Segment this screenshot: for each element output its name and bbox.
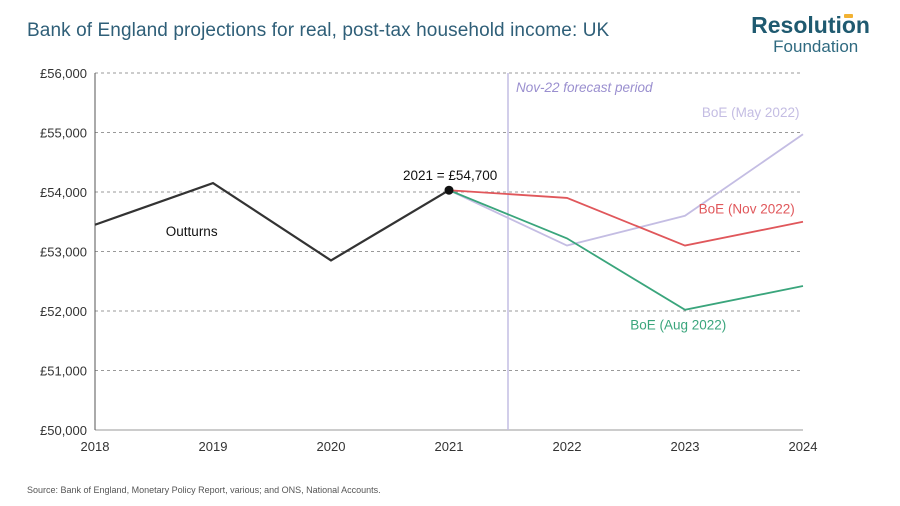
resolution-foundation-logo: Resolution Foundation [751, 12, 870, 56]
grid-lines [94, 72, 803, 431]
y-tick-label-51000: £51,000 [40, 364, 87, 379]
series-line-may [448, 133, 804, 247]
series-lines [94, 133, 804, 311]
x-tick-label-2024: 2024 [789, 439, 818, 454]
series-line-outturns [94, 181, 450, 262]
x-tick-label-2019: 2019 [199, 439, 228, 454]
x-tick-label-2021: 2021 [435, 439, 464, 454]
y-axis-ticks: £50,000 £51,000 £52,000 £53,000 £54,000 £55,0… [40, 66, 87, 438]
y-tick-label-56000: £56,000 [40, 66, 87, 81]
marker-2021 [444, 185, 454, 195]
series-label-aug-2022: BoE (Aug 2022) [630, 317, 726, 332]
series-line-nov [448, 189, 804, 247]
y-tick-label-53000: £53,000 [40, 245, 87, 260]
y-tick-label-54000: £54,000 [40, 185, 87, 200]
forecast-period-label: Nov-22 forecast period [516, 80, 653, 95]
x-tick-label-2022: 2022 [553, 439, 582, 454]
x-tick-label-2020: 2020 [317, 439, 346, 454]
y-tick-label-50000: £50,000 [40, 423, 87, 438]
logo-accent-mark [844, 14, 854, 18]
source-note: Source: Bank of England, Monetary Policy… [27, 485, 381, 495]
series-label-may-2022: BoE (May 2022) [702, 105, 800, 120]
y-tick-label-55000: £55,000 [40, 126, 87, 141]
logo-line-2: Foundation [773, 37, 859, 56]
annotation-2021-value: 2021 = £54,700 [403, 168, 497, 183]
y-tick-label-52000: £52,000 [40, 304, 87, 319]
series-label-nov-2022: BoE (Nov 2022) [699, 201, 795, 216]
series-label-outturns: Outturns [166, 224, 218, 239]
x-tick-label-2023: 2023 [671, 439, 700, 454]
series-line-aug [448, 189, 804, 311]
x-tick-label-2018: 2018 [81, 439, 110, 454]
chart-title: Bank of England projections for real, po… [27, 20, 610, 41]
logo-line-1: Resolution [751, 12, 870, 38]
line-chart: £50,000 £51,000 £52,000 £53,000 £54,000 £55,0… [40, 66, 818, 454]
x-axis-ticks: 2018 2019 2020 2021 2022 2023 2024 [81, 439, 818, 454]
